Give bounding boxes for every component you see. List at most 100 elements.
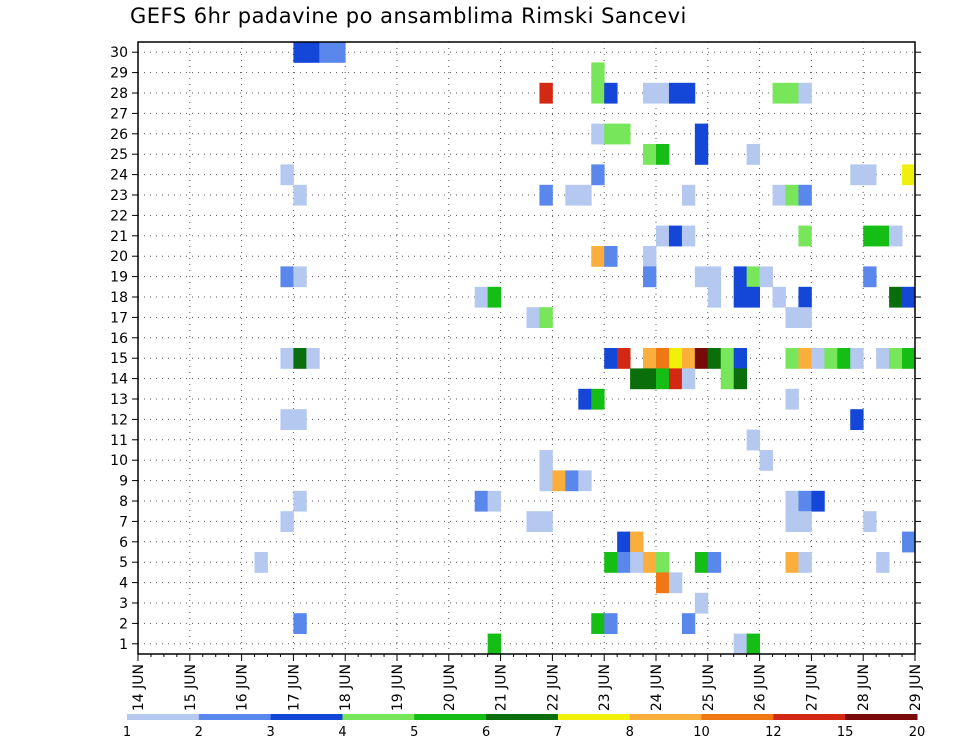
heatmap-cell <box>643 246 657 267</box>
heatmap-cell <box>863 225 877 247</box>
heatmap-cell <box>850 348 864 369</box>
y-tick-label: 19 <box>110 270 128 286</box>
heatmap-cell <box>604 552 618 573</box>
heatmap-cell <box>746 266 760 288</box>
colorbar-label: 15 <box>837 725 854 740</box>
heatmap-cell <box>798 225 812 247</box>
heatmap-cell <box>591 246 605 267</box>
heatmap-cell <box>539 82 553 104</box>
heatmap-cell <box>293 490 307 512</box>
heatmap-cell <box>539 307 553 328</box>
heatmap-cell <box>306 348 320 369</box>
heatmap-cell <box>591 164 605 186</box>
y-tick-label: 29 <box>110 66 128 82</box>
heatmap-cell <box>293 613 307 634</box>
heatmap-cell <box>280 266 294 288</box>
heatmap-cell <box>474 490 489 512</box>
heatmap-cell <box>539 184 553 206</box>
heatmap-cell <box>863 164 877 186</box>
y-tick-label: 25 <box>110 147 128 163</box>
heatmap-cell <box>643 144 657 165</box>
heatmap-cell <box>630 552 644 573</box>
heatmap-cell <box>720 368 735 390</box>
heatmap-cell <box>668 572 683 594</box>
heatmap-cell <box>604 246 618 267</box>
heatmap-cell <box>785 388 799 410</box>
heatmap-cell <box>798 286 812 308</box>
heatmap-cell <box>733 286 748 308</box>
heatmap-cell <box>902 531 916 553</box>
heatmap-cell <box>902 286 916 308</box>
heatmap-cell <box>656 82 670 104</box>
y-tick-label: 18 <box>110 290 128 306</box>
heatmap-cell <box>902 164 916 186</box>
heatmap-cell <box>733 633 748 655</box>
heatmap-cell <box>694 266 709 288</box>
heatmap-cell <box>293 42 307 63</box>
heatmap-cell <box>604 613 618 634</box>
heatmap-cell <box>630 531 644 553</box>
heatmap-cell <box>759 266 773 288</box>
heatmap-cell <box>539 470 553 492</box>
colorbar-segment <box>270 714 343 720</box>
heatmap-cell <box>694 592 709 614</box>
heatmap-cell <box>539 450 553 471</box>
x-tick-label: 18 JUN <box>338 664 354 711</box>
heatmap-cell <box>668 225 683 247</box>
heatmap-cell <box>293 409 307 430</box>
heatmap-cell <box>591 82 605 104</box>
heatmap-cell <box>720 348 735 369</box>
y-tick-label: 30 <box>110 45 128 61</box>
heatmap-cell <box>604 348 618 369</box>
heatmap-cell <box>772 82 786 104</box>
colorbar-label: 7 <box>554 725 562 740</box>
colorbar-label: 20 <box>909 725 926 740</box>
heatmap-cell <box>798 511 812 532</box>
heatmap-cell <box>668 368 683 390</box>
x-tick-label: 24 JUN <box>649 664 665 711</box>
heatmap-cell <box>876 225 890 247</box>
heatmap-cell <box>604 82 618 104</box>
colorbar-segment <box>701 714 774 720</box>
y-tick-label: 1 <box>119 637 128 653</box>
heatmap-cell <box>617 552 631 573</box>
heatmap-cell <box>591 62 605 84</box>
heatmap-cell <box>656 368 670 390</box>
colorbar-segment <box>198 714 272 720</box>
colorbar-label: 12 <box>765 725 782 740</box>
heatmap-cell <box>668 82 683 104</box>
y-tick-label: 16 <box>110 331 128 347</box>
heatmap-cell <box>850 409 864 430</box>
y-tick-label: 11 <box>110 433 128 449</box>
colorbar-segment <box>557 714 631 720</box>
y-tick-label: 7 <box>119 514 128 530</box>
heatmap-cell <box>746 144 760 165</box>
heatmap-cell <box>681 613 696 634</box>
heatmap-cell <box>474 286 489 308</box>
heatmap-cell <box>643 82 657 104</box>
x-tick-label: 23 JUN <box>597 664 613 711</box>
x-tick-label: 21 JUN <box>494 664 510 711</box>
heatmap-cell <box>591 388 605 410</box>
colorbar-label: 4 <box>338 725 346 740</box>
heatmap-cell <box>759 450 773 471</box>
y-tick-label: 14 <box>110 372 128 388</box>
y-tick-label: 9 <box>119 474 128 490</box>
heatmap-cell <box>746 633 760 655</box>
heatmap-cell <box>591 123 605 145</box>
x-tick-label: 15 JUN <box>183 664 199 711</box>
heatmap-cell <box>306 42 320 63</box>
colorbar-segment <box>845 714 918 720</box>
heatmap-cell <box>733 348 748 369</box>
colorbar-segment <box>629 714 703 720</box>
heatmap-cell <box>293 348 307 369</box>
heatmap-cell <box>578 470 592 492</box>
heatmap-cell <box>643 368 657 390</box>
colorbar-segment <box>773 714 846 720</box>
colorbar-segment <box>342 714 415 720</box>
y-tick-label: 20 <box>110 249 128 265</box>
heatmap-cell <box>578 388 592 410</box>
heatmap-cell <box>280 511 294 532</box>
heatmap-cell <box>643 348 657 369</box>
heatmap-cell <box>280 164 294 186</box>
